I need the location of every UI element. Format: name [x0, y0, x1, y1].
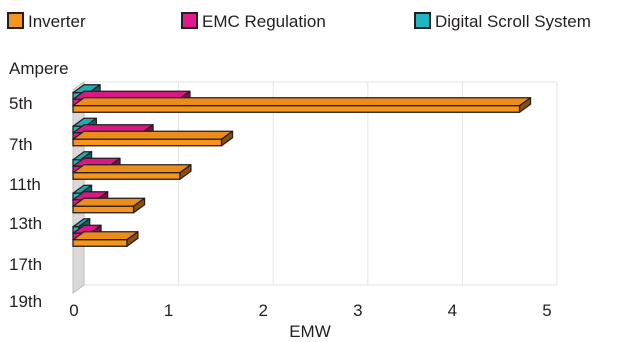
y-tick-label: 5th: [9, 94, 33, 113]
bar: [72, 97, 532, 113]
bar-front-face: [72, 172, 181, 180]
x-tick-label: 4: [448, 301, 457, 320]
x-tick-label: 3: [353, 301, 362, 320]
bar: [72, 130, 234, 147]
bar-top-face: [72, 130, 234, 140]
chart-legend: Inverter EMC Regulation Digital Scroll Sys…: [7, 12, 591, 31]
chart-gridlines: [83, 81, 558, 286]
legend-label: Inverter: [28, 12, 86, 31]
legend-item: Inverter: [7, 12, 86, 31]
x-tick-label: 5: [542, 301, 551, 320]
bar-top-face: [72, 197, 146, 207]
y-tick-labels: 5th 7th 11th 13th 17th 19th: [9, 94, 42, 311]
bar: [72, 164, 192, 180]
y-tick-label: 13th: [9, 214, 42, 233]
bar-top-face: [72, 164, 192, 174]
legend-swatch: [414, 12, 431, 29]
category-group: [72, 218, 139, 247]
x-tick-label: 1: [164, 301, 173, 320]
bar-front-face: [72, 239, 128, 247]
category-group: [72, 184, 146, 214]
x-tick-label: 0: [69, 301, 78, 320]
legend-swatch: [7, 12, 24, 29]
chart-bars: [72, 84, 532, 247]
y-tick-label: 17th: [9, 255, 42, 274]
bar: [72, 197, 146, 214]
bar-top-face: [72, 97, 532, 107]
legend-swatch: [181, 12, 198, 29]
category-group: [72, 117, 234, 147]
y-tick-label: 19th: [9, 292, 42, 311]
legend-label: Digital Scroll System: [435, 12, 591, 31]
x-tick-label: 2: [258, 301, 267, 320]
x-tick-labels: 0 1 2 3 4 5: [69, 301, 551, 320]
legend-item: EMC Regulation: [181, 12, 326, 31]
bar-front-face: [72, 105, 521, 113]
bar-front-face: [72, 205, 135, 214]
y-tick-label: 7th: [9, 135, 33, 154]
legend-item: Digital Scroll System: [414, 12, 591, 31]
x-axis-title: EMW: [289, 322, 331, 341]
legend-label: EMC Regulation: [202, 12, 326, 31]
y-tick-label: 11th: [9, 175, 41, 194]
bar: [72, 231, 139, 247]
category-group: [72, 151, 192, 180]
y-axis-title: Ampere: [9, 59, 69, 78]
category-group: [72, 84, 532, 113]
bar-front-face: [72, 138, 223, 147]
